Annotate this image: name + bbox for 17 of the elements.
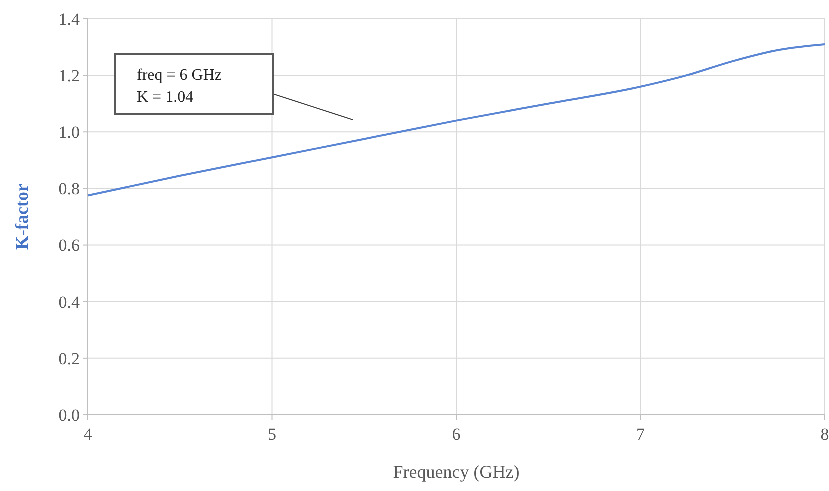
y-tick-label: 0.6: [58, 236, 80, 256]
y-axis-title: K-factor: [12, 184, 32, 250]
x-tick-label: 7: [636, 425, 646, 444]
x-tick-label: 4: [84, 425, 93, 444]
y-tick-label: 1.4: [58, 10, 80, 29]
x-tick-label: 5: [268, 425, 276, 444]
x-axis-title: Frequency (GHz): [393, 462, 520, 482]
y-tick-label: 0.4: [58, 292, 80, 312]
y-tick-label: 0.2: [58, 349, 80, 368]
y-tick-label: 0.0: [58, 406, 80, 425]
annotation: freq = 6 GHz K = 1.04: [137, 67, 222, 106]
y-tick-label: 1.2: [58, 66, 80, 86]
y-tick-label: 0.8: [58, 180, 80, 199]
y-tick-label: 1.0: [58, 123, 80, 142]
x-tick-label: 8: [820, 425, 829, 444]
line-series: [87, 43, 826, 197]
x-tick-label: 6: [452, 425, 461, 444]
